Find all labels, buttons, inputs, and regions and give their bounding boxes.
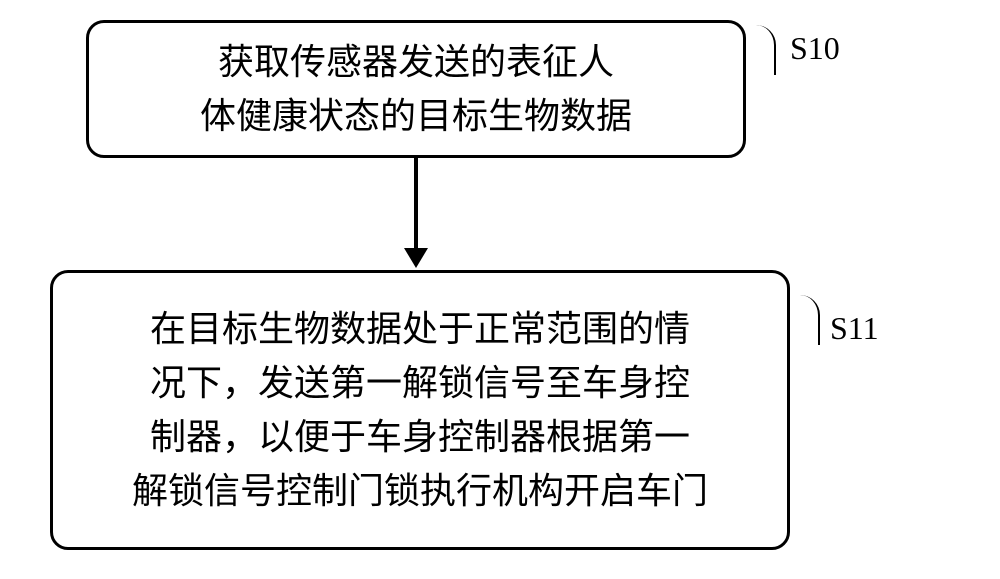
flowchart-node-s10: 获取传感器发送的表征人体健康状态的目标生物数据 (86, 20, 746, 158)
label-connector (746, 25, 776, 75)
step-label-s10: S10 (790, 30, 840, 67)
edge-line (414, 158, 418, 250)
flowchart-container: 获取传感器发送的表征人体健康状态的目标生物数据 S10 在目标生物数据处于正常范… (50, 20, 950, 560)
edge-arrow (404, 248, 428, 268)
label-connector (790, 295, 820, 345)
flowchart-node-s11: 在目标生物数据处于正常范围的情况下，发送第一解锁信号至车身控制器，以便于车身控制… (50, 270, 790, 550)
node-text: 在目标生物数据处于正常范围的情况下，发送第一解锁信号至车身控制器，以便于车身控制… (132, 302, 708, 518)
step-label-s11: S11 (830, 310, 879, 347)
node-text: 获取传感器发送的表征人体健康状态的目标生物数据 (200, 35, 632, 143)
